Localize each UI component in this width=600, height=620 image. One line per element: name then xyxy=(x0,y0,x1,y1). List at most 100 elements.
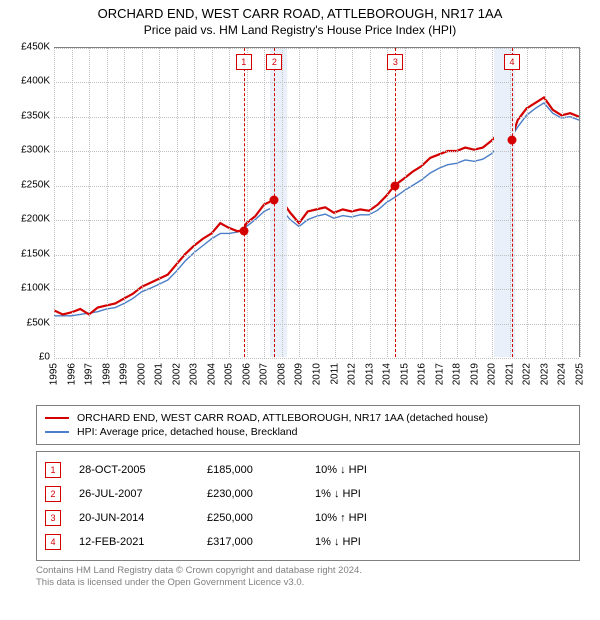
gridline-v xyxy=(282,48,283,357)
gridline-v xyxy=(387,48,388,357)
gridline-v xyxy=(580,48,581,357)
transaction-price: £317,000 xyxy=(207,536,297,548)
x-tick-label: 2022 xyxy=(522,363,533,385)
gridline-v xyxy=(352,48,353,357)
x-tick-label: 2007 xyxy=(259,363,270,385)
y-axis-labels: £0£50K£100K£150K£200K£250K£300K£350K£400… xyxy=(4,47,50,357)
x-tick-label: 2017 xyxy=(434,363,445,385)
gridline-v xyxy=(159,48,160,357)
transactions-table: 128-OCT-2005£185,00010% ↓ HPI226-JUL-200… xyxy=(36,451,580,561)
legend-label: ORCHARD END, WEST CARR ROAD, ATTLEBOROUG… xyxy=(77,412,488,424)
marker-dot xyxy=(239,226,248,235)
x-tick-label: 2003 xyxy=(189,363,200,385)
chart-subtitle: Price paid vs. HM Land Registry's House … xyxy=(0,23,600,37)
gridline-v xyxy=(142,48,143,357)
footer-line-1: Contains HM Land Registry data © Crown c… xyxy=(36,565,580,577)
gridline-v xyxy=(89,48,90,357)
gridline-v xyxy=(545,48,546,357)
legend-item: ORCHARD END, WEST CARR ROAD, ATTLEBOROUG… xyxy=(45,411,571,425)
gridline-v xyxy=(264,48,265,357)
y-tick-label: £450K xyxy=(21,42,50,53)
marker-dot xyxy=(507,135,516,144)
y-tick-label: £100K xyxy=(21,283,50,294)
transaction-row: 226-JUL-2007£230,0001% ↓ HPI xyxy=(45,482,571,506)
chart-container: ORCHARD END, WEST CARR ROAD, ATTLEBOROUG… xyxy=(0,0,600,590)
x-tick-label: 2009 xyxy=(294,363,305,385)
x-tick-label: 1996 xyxy=(66,363,77,385)
x-tick-label: 2010 xyxy=(312,363,323,385)
x-tick-label: 2001 xyxy=(154,363,165,385)
y-tick-label: £200K xyxy=(21,214,50,225)
gridline-v xyxy=(72,48,73,357)
transaction-diff: 1% ↓ HPI xyxy=(315,536,425,548)
x-tick-label: 2018 xyxy=(452,363,463,385)
gridline-v xyxy=(510,48,511,357)
transaction-number: 1 xyxy=(45,462,61,478)
gridline-v xyxy=(562,48,563,357)
marker-vline xyxy=(244,48,245,357)
gridline-v xyxy=(212,48,213,357)
gridline-v xyxy=(194,48,195,357)
x-tick-label: 2011 xyxy=(329,363,340,385)
footer-line-2: This data is licensed under the Open Gov… xyxy=(36,577,580,589)
y-tick-label: £0 xyxy=(39,352,50,363)
transaction-date: 12-FEB-2021 xyxy=(79,536,189,548)
gridline-v xyxy=(177,48,178,357)
marker-number: 2 xyxy=(266,54,282,70)
marker-number: 1 xyxy=(236,54,252,70)
x-tick-label: 2025 xyxy=(575,363,586,385)
gridline-v xyxy=(107,48,108,357)
x-tick-label: 2015 xyxy=(399,363,410,385)
transaction-row: 412-FEB-2021£317,0001% ↓ HPI xyxy=(45,530,571,554)
transaction-number: 3 xyxy=(45,510,61,526)
marker-number: 3 xyxy=(387,54,403,70)
x-tick-label: 2006 xyxy=(241,363,252,385)
transaction-date: 28-OCT-2005 xyxy=(79,464,189,476)
transaction-diff: 1% ↓ HPI xyxy=(315,488,425,500)
gridline-v xyxy=(299,48,300,357)
marker-vline xyxy=(512,48,513,357)
x-tick-label: 2024 xyxy=(557,363,568,385)
y-tick-label: £50K xyxy=(27,317,50,328)
gridline-v xyxy=(124,48,125,357)
footer: Contains HM Land Registry data © Crown c… xyxy=(36,565,580,590)
transaction-number: 2 xyxy=(45,486,61,502)
marker-dot xyxy=(270,195,279,204)
gridline-v xyxy=(317,48,318,357)
x-axis-labels: 1995199619971998199920002001200220032004… xyxy=(54,359,580,379)
y-tick-label: £250K xyxy=(21,179,50,190)
marker-vline xyxy=(395,48,396,357)
x-tick-label: 2000 xyxy=(136,363,147,385)
x-tick-label: 2012 xyxy=(347,363,358,385)
marker-number: 4 xyxy=(504,54,520,70)
transaction-row: 320-JUN-2014£250,00010% ↑ HPI xyxy=(45,506,571,530)
plot: 12 3 4 xyxy=(54,47,580,357)
x-tick-label: 2020 xyxy=(487,363,498,385)
gridline-v xyxy=(527,48,528,357)
transaction-diff: 10% ↑ HPI xyxy=(315,512,425,524)
transaction-price: £250,000 xyxy=(207,512,297,524)
gridline-v xyxy=(492,48,493,357)
x-tick-label: 2016 xyxy=(417,363,428,385)
gridline-v xyxy=(422,48,423,357)
x-tick-label: 1997 xyxy=(84,363,95,385)
y-tick-label: £350K xyxy=(21,110,50,121)
legend-swatch xyxy=(45,417,69,419)
legend: ORCHARD END, WEST CARR ROAD, ATTLEBOROUG… xyxy=(36,405,580,445)
gridline-v xyxy=(229,48,230,357)
transaction-price: £230,000 xyxy=(207,488,297,500)
x-tick-label: 1998 xyxy=(101,363,112,385)
legend-swatch xyxy=(45,431,69,433)
x-tick-label: 2014 xyxy=(382,363,393,385)
legend-item: HPI: Average price, detached house, Brec… xyxy=(45,425,571,439)
transaction-diff: 10% ↓ HPI xyxy=(315,464,425,476)
x-tick-label: 2002 xyxy=(171,363,182,385)
x-tick-label: 2008 xyxy=(276,363,287,385)
x-tick-label: 1995 xyxy=(49,363,60,385)
y-tick-label: £150K xyxy=(21,248,50,259)
x-tick-label: 1999 xyxy=(119,363,130,385)
y-tick-label: £300K xyxy=(21,145,50,156)
gridline-v xyxy=(457,48,458,357)
transaction-row: 128-OCT-2005£185,00010% ↓ HPI xyxy=(45,458,571,482)
gridline-v xyxy=(405,48,406,357)
